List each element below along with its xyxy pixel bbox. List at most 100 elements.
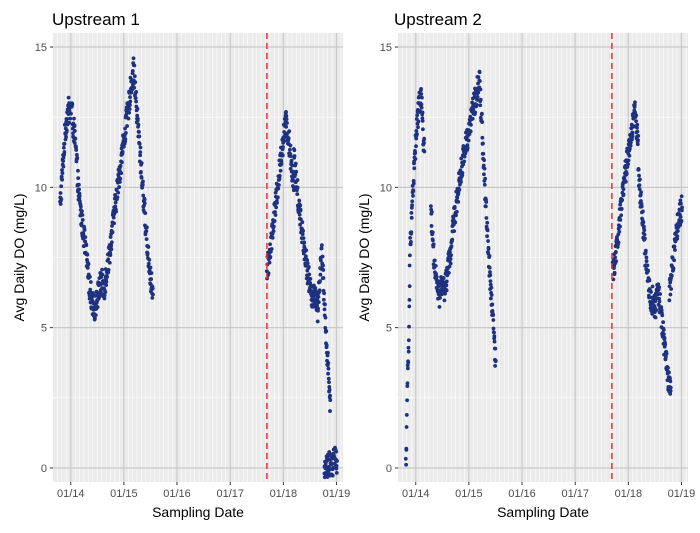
data-point (298, 207, 303, 212)
data-point (644, 259, 649, 263)
data-point (636, 138, 640, 143)
x-tick-label: 01/18 (615, 488, 643, 500)
data-point (483, 176, 488, 181)
data-point (406, 360, 411, 365)
x-tick-label: 01/18 (270, 488, 298, 500)
data-point (405, 398, 409, 403)
data-point (82, 228, 87, 232)
panel-title: Upstream 1 (52, 10, 140, 29)
data-point (419, 86, 423, 91)
data-point (481, 151, 486, 156)
data-point (323, 315, 328, 320)
data-point (61, 145, 66, 150)
data-point (327, 384, 332, 389)
data-point (118, 176, 123, 181)
data-point (661, 327, 666, 332)
data-point (619, 206, 624, 211)
data-point (287, 129, 292, 134)
data-point (420, 119, 425, 123)
data-point (278, 168, 283, 173)
data-point (630, 137, 634, 142)
data-point (415, 113, 420, 118)
data-point (477, 70, 482, 75)
data-point (646, 268, 651, 273)
data-point (304, 248, 309, 253)
data-point (411, 189, 416, 193)
data-point (326, 371, 331, 376)
data-point (433, 263, 438, 268)
x-tick-label: 01/16 (163, 488, 191, 500)
data-point (618, 218, 623, 222)
data-point (663, 342, 668, 347)
data-point (407, 304, 412, 309)
data-point (406, 345, 411, 350)
data-point (76, 182, 81, 187)
data-point (140, 183, 145, 187)
data-point (146, 261, 151, 266)
data-point (114, 209, 118, 214)
data-point (491, 318, 496, 322)
data-point (491, 326, 496, 331)
data-point (315, 319, 320, 324)
data-point (327, 450, 332, 454)
data-point (659, 305, 664, 310)
data-point (662, 335, 667, 340)
data-point (669, 273, 674, 278)
data-point (482, 172, 486, 177)
data-point (298, 217, 303, 222)
data-point (326, 350, 330, 355)
data-point (638, 177, 642, 182)
data-point (146, 245, 151, 249)
data-point (481, 163, 486, 168)
data-point (486, 239, 490, 243)
data-point (476, 75, 481, 80)
data-point (637, 173, 641, 178)
data-point (404, 425, 409, 429)
x-tick-label: 01/14 (402, 488, 430, 500)
data-point (466, 138, 471, 143)
data-point (407, 298, 412, 302)
data-point (636, 134, 641, 138)
data-point (106, 268, 111, 272)
data-point (420, 116, 425, 121)
data-point (649, 290, 653, 294)
data-point (488, 282, 493, 287)
data-point (319, 243, 324, 248)
data-point (671, 266, 676, 271)
data-point (130, 68, 135, 73)
data-point (151, 292, 155, 297)
data-point (405, 363, 410, 368)
data-point (485, 234, 489, 239)
data-point (475, 95, 480, 99)
data-point (405, 384, 410, 389)
data-point (493, 358, 498, 363)
data-point (284, 114, 289, 118)
data-point (328, 393, 332, 398)
data-point (613, 249, 618, 254)
data-point (125, 124, 130, 128)
data-point (316, 300, 321, 305)
data-point (416, 125, 420, 130)
data-point (661, 332, 666, 337)
data-point (123, 137, 128, 142)
data-point (316, 294, 321, 299)
data-point (322, 307, 327, 312)
data-point (80, 213, 85, 217)
y-tick-label: 10 (380, 182, 392, 194)
data-point (459, 180, 463, 184)
data-point (84, 243, 89, 248)
data-point (273, 210, 277, 214)
y-tick-label: 5 (41, 323, 47, 335)
data-point (404, 413, 409, 417)
data-point (615, 245, 620, 249)
data-point (452, 205, 457, 209)
data-point (679, 208, 684, 213)
data-point (284, 110, 288, 114)
data-point (639, 190, 643, 195)
data-point (133, 80, 138, 85)
data-point (680, 205, 684, 210)
data-point (449, 244, 454, 249)
data-point (678, 198, 683, 203)
y-tick-label: 15 (35, 42, 47, 54)
